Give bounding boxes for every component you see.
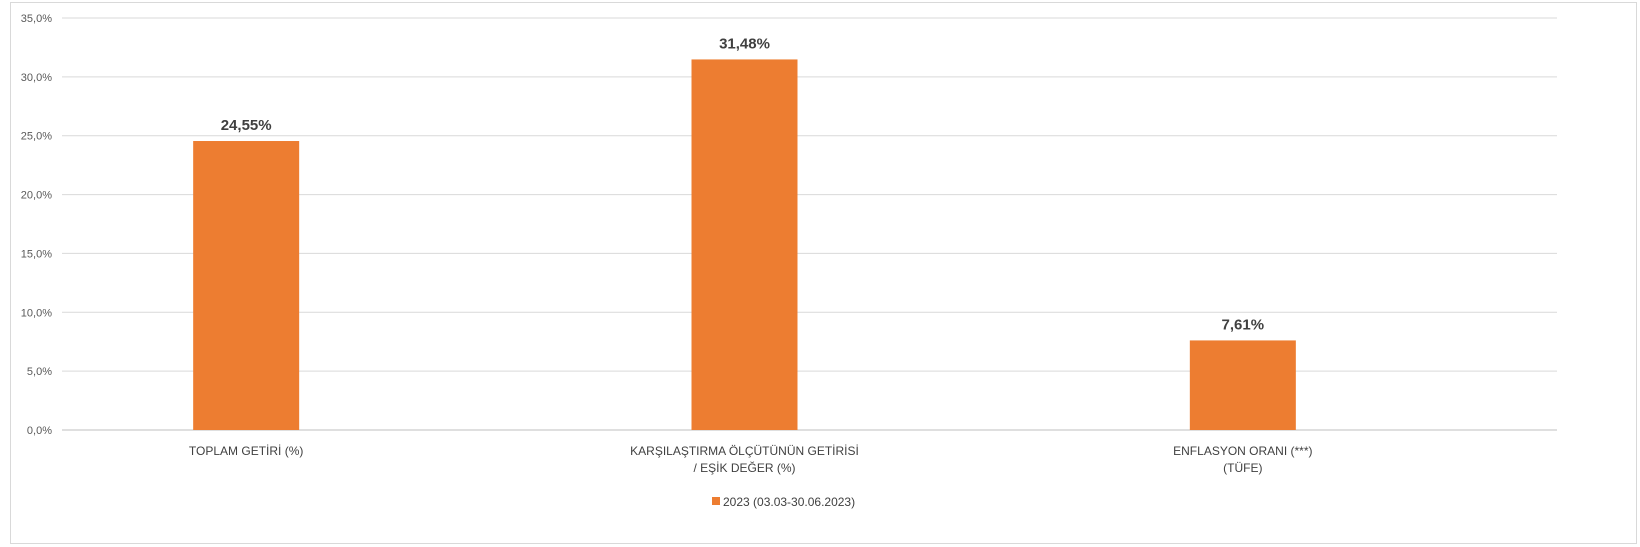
y-tick-label: 5,0% bbox=[27, 366, 52, 378]
y-tick-label: 15,0% bbox=[21, 248, 52, 260]
y-tick-label: 10,0% bbox=[21, 307, 52, 319]
bar[interactable] bbox=[1189, 340, 1296, 430]
bar[interactable] bbox=[691, 59, 798, 431]
category-label: KARŞILAŞTIRMA ÖLÇÜTÜNÜN GETİRİSİ bbox=[630, 444, 859, 458]
bar[interactable] bbox=[193, 141, 300, 431]
category-label: / EŞİK DEĞER (%) bbox=[693, 460, 795, 475]
data-label: 31,48% bbox=[719, 35, 770, 52]
legend-label: 2023 (03.03-30.06.2023) bbox=[723, 495, 855, 509]
category-label: TOPLAM GETİRİ (%) bbox=[189, 444, 303, 458]
data-label: 24,55% bbox=[221, 117, 272, 134]
y-tick-label: 35,0% bbox=[21, 13, 52, 25]
y-tick-label: 30,0% bbox=[21, 72, 52, 84]
data-label: 7,61% bbox=[1222, 316, 1265, 333]
y-tick-label: 0,0% bbox=[27, 425, 52, 437]
category-label: (TÜFE) bbox=[1223, 461, 1262, 475]
y-tick-label: 25,0% bbox=[21, 131, 52, 143]
legend-swatch bbox=[712, 497, 720, 505]
category-label: ENFLASYON ORANI (***) bbox=[1173, 444, 1312, 458]
y-tick-label: 20,0% bbox=[21, 190, 52, 202]
